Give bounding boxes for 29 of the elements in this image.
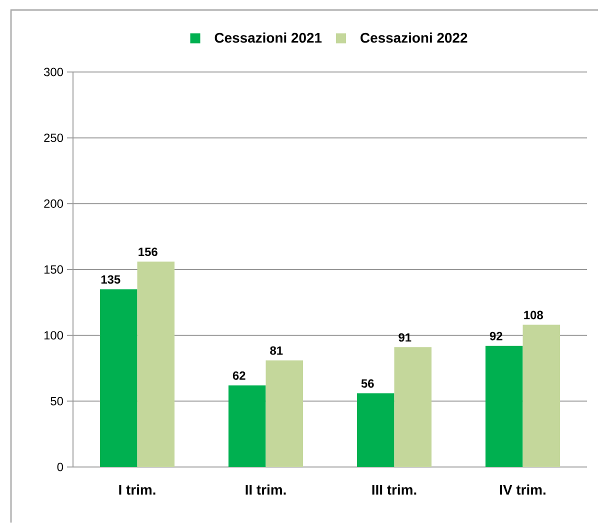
data-label: 92: [490, 332, 502, 340]
data-label: 81: [270, 346, 283, 355]
x-tick-label: III trim.: [372, 484, 416, 495]
x-tick-label: II trim.: [246, 484, 286, 495]
legend-label: Cessazioni 2021: [214, 32, 322, 43]
y-tick-label: 300: [44, 68, 64, 76]
bar: [394, 347, 432, 467]
y-tick-label: 150: [44, 265, 64, 274]
x-tick-label: IV trim.: [500, 484, 546, 495]
bar: [137, 262, 175, 467]
data-label: 62: [232, 371, 246, 380]
y-tick-label: 100: [44, 331, 64, 340]
data-label: 108: [524, 310, 543, 320]
data-label: 156: [138, 248, 158, 256]
x-tick-label: I trim.: [119, 484, 156, 495]
data-label: 91: [398, 333, 412, 342]
data-label: 135: [101, 275, 120, 284]
y-tick-label: 0: [57, 462, 64, 472]
bar: [356, 393, 394, 467]
bar: [100, 289, 138, 467]
data-label: 56: [361, 379, 374, 388]
bar: [266, 360, 304, 467]
y-tick-label: 50: [50, 396, 64, 406]
y-tick-label: 250: [44, 134, 64, 142]
bar: [522, 324, 560, 467]
bar: [485, 346, 523, 467]
legend-label: Cessazioni 2022: [360, 32, 468, 43]
y-tick-label: 200: [44, 199, 64, 208]
bar: [228, 385, 266, 467]
